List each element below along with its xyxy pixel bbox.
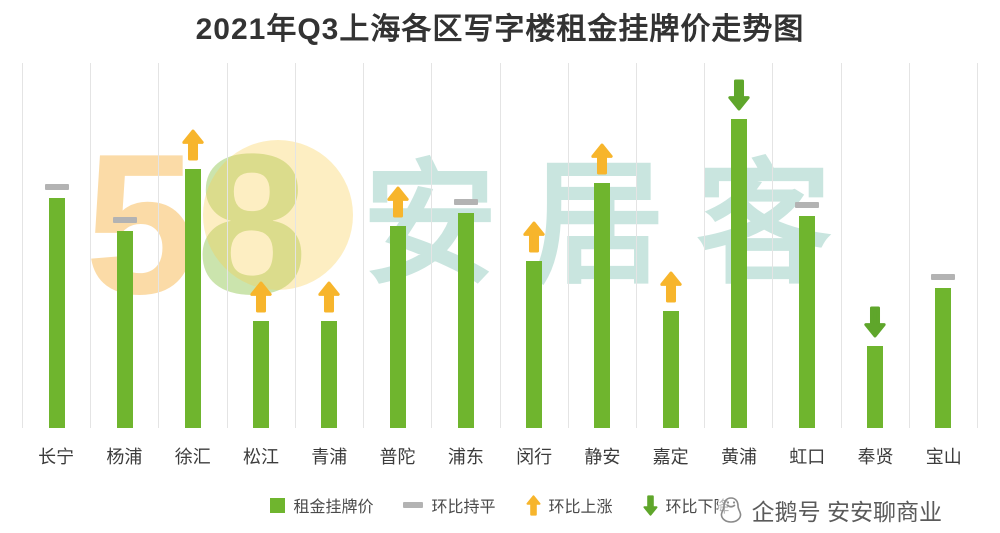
legend-label: 环比下降 [665,499,730,516]
chart-column [842,63,910,428]
rent-price-bar [389,226,406,428]
change-indicator [728,79,750,111]
rent-price-bar [867,346,884,428]
x-axis-label: 宝山 [925,447,962,467]
up-arrow-icon [250,281,272,313]
change-indicator [864,306,886,338]
chart-column [501,63,569,428]
change-indicator [523,221,545,253]
legend-item: 环比上涨 [526,493,613,517]
x-axis-label: 虹口 [789,447,826,467]
down-arrow-icon [864,306,886,338]
change-indicator [250,281,272,313]
flat-dash-icon [931,274,956,280]
rent-price-bar [48,198,65,428]
legend-item: 环比持平 [403,493,496,517]
legend-item: 租金挂牌价 [270,493,373,517]
x-axis-label: 长宁 [38,447,75,467]
x-axis-labels-row: 长宁 杨浦 徐汇 松江 青浦 普陀 浦东 闵行 静安 嘉定 黄浦 虹口 奉贤 宝山 [22,428,978,469]
chart-column [91,63,160,428]
change-indicator [112,217,137,223]
rent-price-bar [526,261,543,428]
legend-label: 租金挂牌价 [293,499,374,516]
up-arrow-icon [523,221,545,253]
up-arrow-icon [591,143,614,175]
chart-column [910,63,979,428]
legend-label: 环比上涨 [548,499,613,516]
rent-price-bar [185,169,202,428]
rent-price-bar [935,288,952,428]
x-axis-label: 徐汇 [174,447,211,467]
source-label: 企鹅号 安安聊商业 [751,499,942,525]
up-arrow-icon [659,271,682,303]
legend: 租金挂牌价 环比持平 环比上涨 环比下降 [0,493,1000,517]
x-axis-label: 闵行 [516,447,553,467]
chart-column [432,63,501,428]
flat-dash-icon [112,217,137,223]
legend-label: 环比持平 [431,499,496,516]
rent-price-bar [253,321,270,428]
change-indicator [387,186,409,218]
chart-column [296,63,365,428]
chart-column [637,63,706,428]
change-indicator [659,271,682,303]
chart-column [22,63,92,428]
rent-price-bar [799,216,816,428]
x-axis-label: 松江 [242,447,279,467]
up-arrow-icon [387,186,409,218]
change-indicator [591,143,614,175]
chart-column [228,63,296,428]
flat-dash-icon [795,202,820,208]
x-axis-label: 青浦 [311,447,348,467]
flat-dash-icon [453,199,478,205]
rent-price-bar [457,213,474,428]
up-arrow-icon [318,281,341,313]
rent-price-bar [321,321,338,428]
penguin-icon [720,497,741,523]
down-arrow-icon [728,79,750,111]
flat-dash-icon [44,184,69,190]
change-indicator [931,274,956,280]
chart-column [159,63,228,428]
rent-price-bar [730,119,747,428]
x-axis-label: 嘉定 [652,447,689,467]
rent-price-bar [662,311,679,428]
chart-column [773,63,842,428]
x-axis-label: 杨浦 [106,447,143,467]
bar-swatch-icon [270,497,286,513]
up-arrow-icon [182,129,204,161]
up-arrow-icon [526,494,540,516]
legend-item: 环比下降 [643,493,730,517]
change-indicator [182,129,204,161]
chart-column [705,63,774,428]
change-indicator [795,202,820,208]
chart-column [364,63,433,428]
chart-title: 2021年Q3上海各区写字楼租金挂牌价走势图 [195,13,805,46]
source-footer: 企鹅号 安安聊商业 [717,493,942,527]
rent-price-bar [116,231,133,428]
rent-price-bar [594,183,611,428]
chart-column [569,63,637,428]
x-axis-label: 黄浦 [720,447,757,467]
x-axis-label: 静安 [584,447,621,467]
x-axis-label: 浦东 [447,447,484,467]
change-indicator [318,281,341,313]
plot-area [22,63,979,428]
change-indicator [453,199,478,205]
x-axis-label: 奉贤 [857,447,894,467]
down-arrow-icon [643,494,658,516]
flat-dash-icon [403,502,424,508]
x-axis-label: 普陀 [379,447,416,467]
change-indicator [44,184,69,190]
